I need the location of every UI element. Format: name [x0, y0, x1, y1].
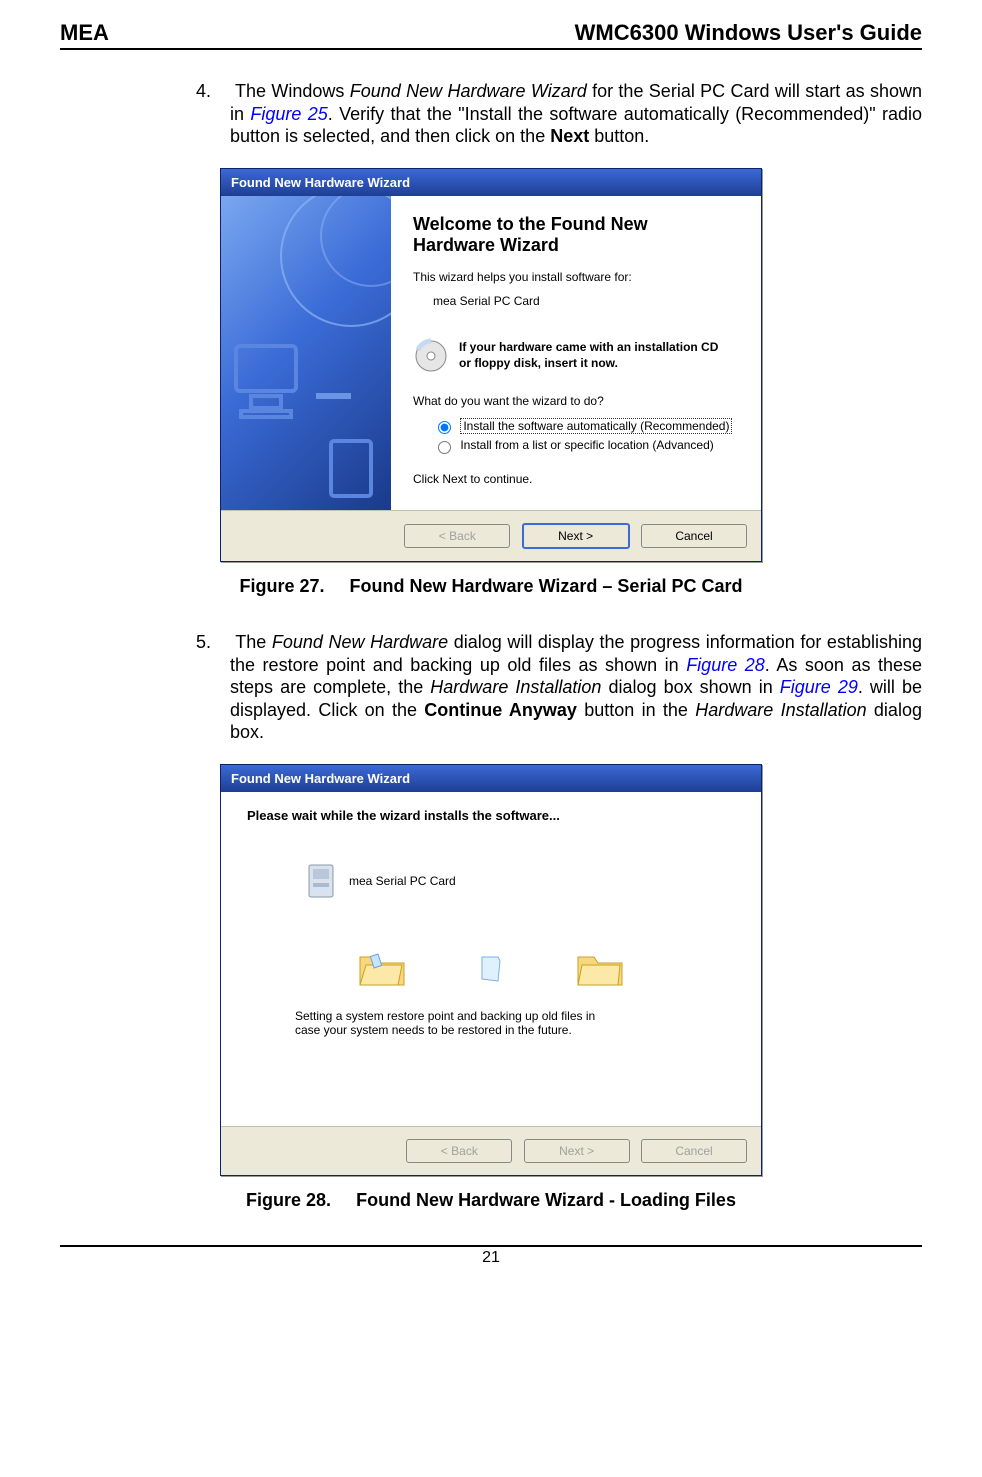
pc-card-icon — [307, 863, 335, 899]
cd-line1: If your hardware came with an installati… — [459, 340, 718, 356]
cancel-button[interactable]: Cancel — [641, 524, 747, 548]
back-button: < Back — [404, 524, 510, 548]
figure-27-caption: Figure 27. Found New Hardware Wizard – S… — [60, 576, 922, 597]
welcome-line2: Hardware Wizard — [413, 235, 739, 256]
figure-27-text: Found New Hardware Wizard – Serial PC Ca… — [350, 576, 743, 596]
step5-italic1: Found New Hardware — [272, 632, 448, 652]
step4-post: button. — [589, 126, 649, 146]
step5-link2[interactable]: Figure 29 — [780, 677, 858, 697]
cancel-button-2: Cancel — [641, 1139, 747, 1163]
step5-italic3: Hardware Installation — [695, 700, 866, 720]
device-name-text: mea Serial PC Card — [433, 294, 739, 308]
step-5-number: 5. — [196, 631, 230, 654]
radio-install-list-label: Install from a list or specific location… — [460, 439, 713, 453]
cd-line2: or floppy disk, insert it now. — [459, 356, 718, 372]
helps-text: This wizard helps you install software f… — [413, 270, 739, 284]
step-4-paragraph: 4. The Windows Found New Hardware Wizard… — [230, 80, 922, 148]
figure-28-label: Figure 28. — [246, 1190, 331, 1210]
wizard-question: What do you want the wizard to do? — [413, 394, 739, 408]
figure-28-text: Found New Hardware Wizard - Loading File… — [356, 1190, 736, 1210]
figure-27-label: Figure 27. — [240, 576, 325, 596]
click-next-text: Click Next to continue. — [413, 472, 739, 486]
welcome-heading: Welcome to the Found New Hardware Wizard — [413, 214, 739, 256]
step4-italic1: Found New Hardware Wizard — [350, 81, 587, 101]
cd-instruction: If your hardware came with an installati… — [459, 340, 718, 371]
back-button-2: < Back — [406, 1139, 512, 1163]
dialog2-titlebar: Found New Hardware Wizard — [221, 765, 761, 792]
figure-28-caption: Figure 28. Found New Hardware Wizard - L… — [60, 1190, 922, 1211]
step5-mid3: dialog box shown in — [601, 677, 779, 697]
found-new-hardware-dialog-1: Found New Hardware Wizard Welc — [220, 168, 762, 563]
radio-install-auto-label: Install the software automatically (Reco… — [460, 418, 732, 434]
welcome-line1: Welcome to the Found New — [413, 214, 739, 235]
folder-source-icon — [358, 949, 406, 989]
folder-dest-icon — [576, 949, 624, 989]
step5-link1[interactable]: Figure 28 — [686, 655, 765, 675]
step-4-number: 4. — [196, 80, 230, 103]
header-right: WMC6300 Windows User's Guide — [575, 20, 922, 46]
step-5-paragraph: 5. The Found New Hardware dialog will di… — [230, 631, 922, 744]
step5-italic2: Hardware Installation — [430, 677, 601, 697]
step5-pre: The — [235, 632, 272, 652]
restore-line2: case your system needs to be restored in… — [295, 1023, 655, 1037]
dialog1-titlebar: Found New Hardware Wizard — [221, 169, 761, 196]
device-name-text-2: mea Serial PC Card — [349, 874, 456, 888]
wizard-side-art — [221, 196, 391, 511]
please-wait-text: Please wait while the wizard installs th… — [247, 808, 735, 823]
next-button-2: Next > — [524, 1139, 630, 1163]
step4-pre: The Windows — [235, 81, 350, 101]
radio-install-auto[interactable] — [438, 421, 451, 434]
step4-bold: Next — [550, 126, 589, 146]
found-new-hardware-dialog-2: Found New Hardware Wizard Please wait wh… — [220, 764, 762, 1176]
restore-line1: Setting a system restore point and backi… — [295, 1009, 655, 1023]
file-copy-animation — [321, 949, 661, 989]
header-left: MEA — [60, 20, 109, 46]
radio-install-list[interactable] — [438, 441, 451, 454]
page-number: 21 — [482, 1249, 500, 1266]
step4-link[interactable]: Figure 25 — [250, 104, 327, 124]
restore-point-text: Setting a system restore point and backi… — [295, 1009, 655, 1037]
step5-bold: Continue Anyway — [424, 700, 577, 720]
flying-paper-icon — [480, 955, 502, 983]
step5-mid5: button in the — [577, 700, 695, 720]
cd-icon — [413, 338, 449, 374]
next-button[interactable]: Next > — [522, 523, 630, 549]
